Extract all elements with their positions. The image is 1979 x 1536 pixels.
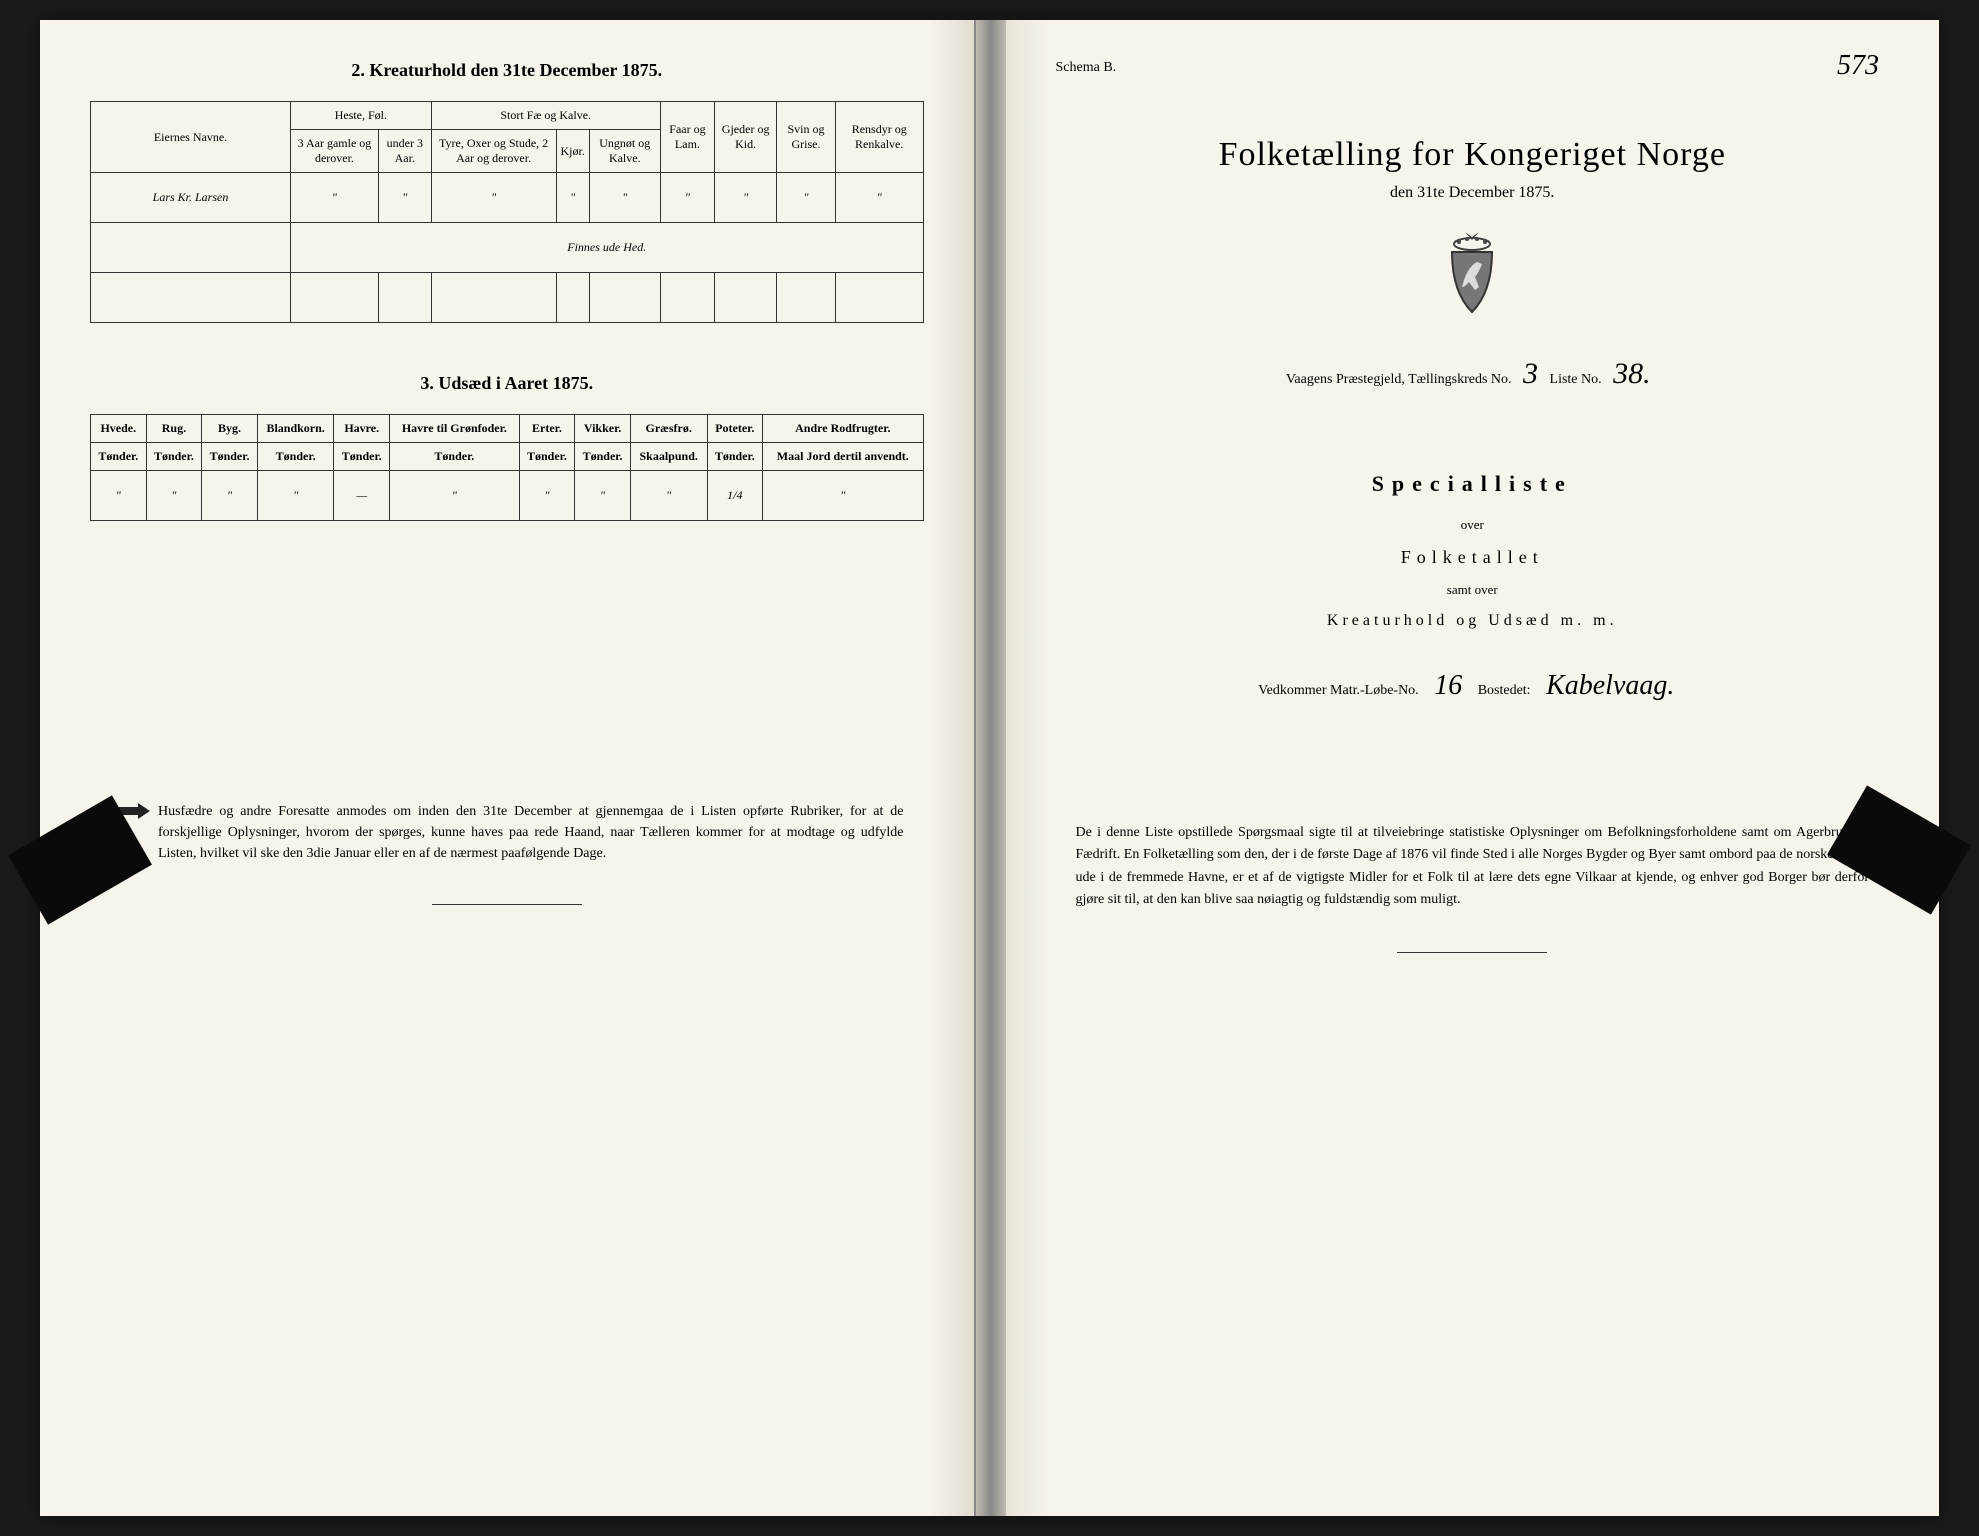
cell: " — [835, 173, 923, 223]
left-page: 2. Kreaturhold den 31te December 1875. E… — [40, 20, 976, 1516]
col-poteter: Poteter. — [707, 415, 763, 443]
col-ren: Rensdyr og Renkalve. — [835, 102, 923, 173]
cell: " — [660, 173, 714, 223]
cell: " — [91, 471, 147, 521]
unit: Tønder. — [202, 443, 258, 471]
cell: " — [763, 471, 923, 521]
table-row: Finnes ude Hed. — [91, 223, 924, 273]
col-andre: Andre Rodfrugter. — [763, 415, 923, 443]
over-label: over — [1056, 517, 1890, 533]
table-row: Lars Kr. Larsen " " " " " " " " " — [91, 173, 924, 223]
cell: — — [334, 471, 390, 521]
matr-no: 16 — [1422, 670, 1474, 701]
census-date: den 31te December 1875. — [1056, 184, 1890, 202]
unit: Tønder. — [519, 443, 575, 471]
cell: " — [431, 173, 556, 223]
cell: " — [519, 471, 575, 521]
col-eier: Eiernes Navne. — [91, 102, 291, 173]
cell: 1/4 — [707, 471, 763, 521]
col-heste-a: 3 Aar gamle og derover. — [291, 130, 379, 173]
owner-name: Lars Kr. Larsen — [91, 173, 291, 223]
divider — [432, 904, 582, 905]
unit: Tønder. — [146, 443, 202, 471]
cell: " — [556, 173, 589, 223]
col-blandkorn: Blandkorn. — [257, 415, 334, 443]
col-stort-b: Kjør. — [556, 130, 589, 173]
table-row: " " " " — " " " " 1/4 " — [91, 471, 924, 521]
cell: " — [146, 471, 202, 521]
unit: Skaalpund. — [630, 443, 707, 471]
row-note: Finnes ude Hed. — [291, 223, 924, 273]
unit: Tønder. — [707, 443, 763, 471]
col-havre: Havre. — [334, 415, 390, 443]
matr-line: Vedkommer Matr.-Løbe-No. 16 Bostedet: Ka… — [1056, 670, 1890, 702]
census-title: Folketælling for Kongeriget Norge — [1056, 136, 1890, 174]
col-svin: Svin og Grise. — [777, 102, 836, 173]
table-row — [91, 273, 924, 323]
cell: " — [630, 471, 707, 521]
cell: " — [291, 173, 379, 223]
col-heste-b: under 3 Aar. — [378, 130, 431, 173]
col-gjeder: Gjeder og Kid. — [715, 102, 777, 173]
page-number: 573 — [1837, 50, 1879, 82]
notice-block: Husfædre og andre Foresatte anmodes om i… — [90, 801, 924, 864]
section-2-title: 2. Kreaturhold den 31te December 1875. — [90, 60, 924, 81]
cell: " — [589, 173, 660, 223]
notice-text: Husfædre og andre Foresatte anmodes om i… — [158, 801, 904, 864]
folketallet-label: Folketallet — [1056, 547, 1890, 568]
col-erter: Erter. — [519, 415, 575, 443]
unit: Maal Jord dertil anvendt. — [763, 443, 923, 471]
unit: Tønder. — [91, 443, 147, 471]
divider — [1397, 952, 1547, 953]
instructions-text: De i denne Liste opstillede Spørgsmaal s… — [1056, 822, 1890, 912]
unit: Tønder. — [334, 443, 390, 471]
col-havre-gron: Havre til Grønfoder. — [390, 415, 520, 443]
kreaturhold-table: Eiernes Navne. Heste, Føl. Stort Fæ og K… — [90, 101, 924, 323]
col-vikker: Vikker. — [575, 415, 631, 443]
kreds-no: 3 — [1515, 357, 1546, 390]
col-rug: Rug. — [146, 415, 202, 443]
liste-label: Liste No. — [1550, 372, 1602, 387]
col-heste-group: Heste, Føl. — [291, 102, 432, 130]
matr-label: Vedkommer Matr.-Løbe-No. — [1258, 683, 1419, 698]
open-book: 2. Kreaturhold den 31te December 1875. E… — [40, 20, 1939, 1516]
col-byg: Byg. — [202, 415, 258, 443]
schema-label: Schema B. — [1056, 60, 1890, 76]
right-page: 573 Schema B. Folketælling for Kongerige… — [1006, 20, 1940, 1516]
unit: Tønder. — [575, 443, 631, 471]
bostedet-value: Kabelvaag. — [1534, 670, 1686, 701]
parish-line: Vaagens Præstegjeld, Tællingskreds No. 3… — [1056, 357, 1890, 391]
specialliste-heading: Specialliste — [1056, 471, 1890, 497]
cell: " — [715, 173, 777, 223]
cell — [91, 223, 291, 273]
liste-no: 38. — [1605, 357, 1659, 390]
col-stort-group: Stort Fæ og Kalve. — [431, 102, 660, 130]
col-stort-c: Ungnøt og Kalve. — [589, 130, 660, 173]
cell: " — [257, 471, 334, 521]
book-spine — [976, 20, 1006, 1516]
col-faar: Faar og Lam. — [660, 102, 714, 173]
coat-of-arms-icon — [1437, 232, 1507, 317]
unit: Tønder. — [390, 443, 520, 471]
cell: " — [378, 173, 431, 223]
cell: " — [202, 471, 258, 521]
cell: " — [390, 471, 520, 521]
bostedet-label: Bostedet: — [1478, 683, 1531, 698]
parish-label: Vaagens Præstegjeld, Tællingskreds No. — [1286, 372, 1512, 387]
cell: " — [575, 471, 631, 521]
cell: " — [777, 173, 836, 223]
col-graesfro: Græsfrø. — [630, 415, 707, 443]
udsaed-table: Hvede. Rug. Byg. Blandkorn. Havre. Havre… — [90, 414, 924, 521]
col-hvede: Hvede. — [91, 415, 147, 443]
kreaturhold-label: Kreaturhold og Udsæd m. m. — [1056, 612, 1890, 630]
col-stort-a: Tyre, Oxer og Stude, 2 Aar og derover. — [431, 130, 556, 173]
samt-label: samt over — [1056, 582, 1890, 598]
unit: Tønder. — [257, 443, 334, 471]
section-3-title: 3. Udsæd i Aaret 1875. — [90, 373, 924, 394]
